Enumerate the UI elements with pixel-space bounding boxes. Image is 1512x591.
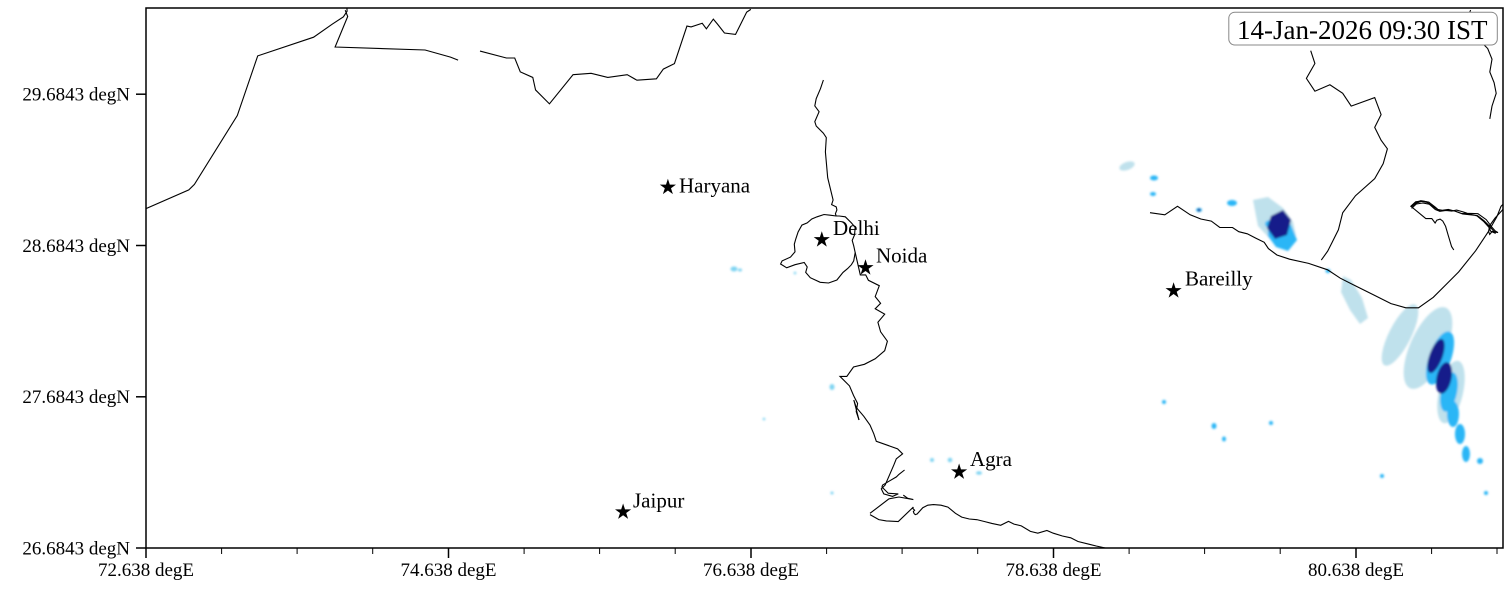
- svg-text:76.638 degE: 76.638 degE: [703, 560, 799, 581]
- svg-text:74.638 degE: 74.638 degE: [400, 560, 496, 581]
- svg-text:72.638 degE: 72.638 degE: [98, 560, 194, 581]
- svg-text:Noida: Noida: [876, 243, 928, 267]
- svg-text:Bareilly: Bareilly: [1185, 267, 1253, 291]
- svg-text:26.6843 degN: 26.6843 degN: [22, 538, 130, 559]
- svg-text:80.638 degE: 80.638 degE: [1308, 560, 1404, 581]
- svg-text:27.6843 degN: 27.6843 degN: [22, 387, 130, 408]
- svg-text:78.638 degE: 78.638 degE: [1005, 560, 1101, 581]
- svg-text:14-Jan-2026 09:30 IST: 14-Jan-2026 09:30 IST: [1237, 15, 1488, 45]
- svg-text:28.6843 degN: 28.6843 degN: [22, 236, 130, 257]
- svg-text:Jaipur: Jaipur: [633, 488, 684, 512]
- svg-text:Delhi: Delhi: [833, 216, 880, 240]
- svg-text:Agra: Agra: [970, 447, 1013, 471]
- svg-text:Haryana: Haryana: [679, 174, 751, 198]
- svg-text:29.6843 degN: 29.6843 degN: [22, 85, 130, 106]
